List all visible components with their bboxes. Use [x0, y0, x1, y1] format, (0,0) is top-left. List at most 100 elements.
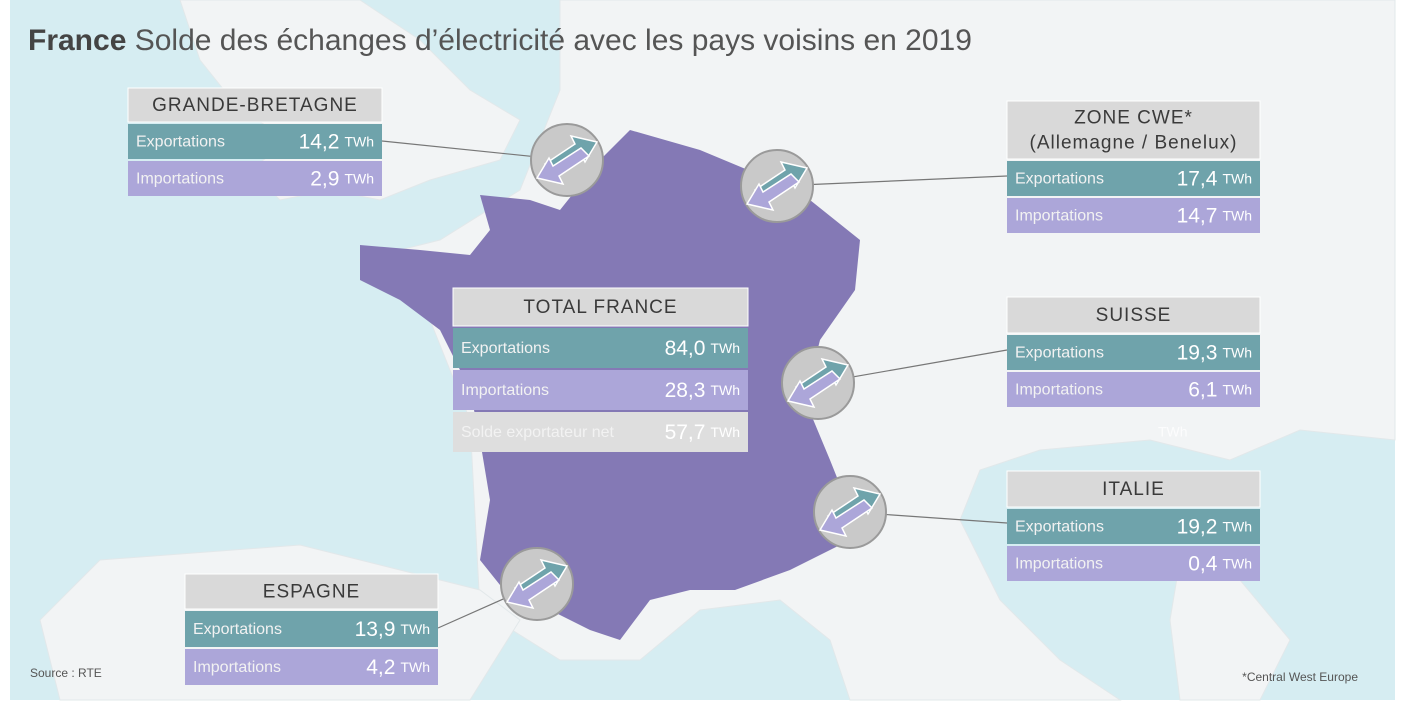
- row-label: Importations: [1015, 556, 1103, 573]
- value-unit: TWh: [710, 424, 740, 440]
- import-arrow: [786, 370, 842, 409]
- value-unit: TWh: [710, 382, 740, 398]
- row-value: 28,3 TWh: [665, 379, 740, 402]
- row-value: 17,4 TWh: [1177, 167, 1252, 190]
- row-label: Importations: [1015, 382, 1103, 399]
- box-title: ITALIE: [1102, 479, 1165, 500]
- box-title: ZONE CWE*: [1074, 107, 1193, 128]
- stray-label: TWh: [1158, 424, 1188, 440]
- exchange-icon: [530, 123, 604, 197]
- value-unit: TWh: [1222, 207, 1252, 223]
- row-background: [1007, 546, 1260, 581]
- row-label: Solde exportateur net: [461, 424, 615, 441]
- import-arrow: [818, 499, 874, 538]
- value-unit: TWh: [1222, 518, 1252, 534]
- row-background: [1007, 161, 1260, 196]
- value-unit: TWh: [344, 133, 374, 149]
- row-label: Exportations: [136, 134, 225, 151]
- value-unit: TWh: [1222, 344, 1252, 360]
- box-title: TOTAL FRANCE: [523, 297, 677, 318]
- exchange-icon: [813, 475, 887, 549]
- row-value: 84,0 TWh: [665, 337, 740, 360]
- value-number: 14,7: [1177, 204, 1218, 227]
- import-arrow: [505, 571, 561, 610]
- row-label: Exportations: [1015, 171, 1104, 188]
- row-value: 6,1 TWh: [1188, 378, 1252, 401]
- box-subtitle: (Allemagne / Benelux): [1030, 132, 1238, 153]
- box-title: GRANDE-BRETAGNE: [152, 95, 358, 116]
- connectors: [381, 123, 1008, 629]
- row-label: Exportations: [193, 621, 282, 638]
- country-box: ESPAGNE Exportations 13,9 TWh Importations 4,…: [184, 573, 439, 685]
- exchange-icon: [500, 547, 574, 621]
- value-number: 2,9: [310, 167, 339, 190]
- row-value: 0,4 TWh: [1188, 552, 1252, 575]
- row-value: 57,7 TWh: [665, 421, 740, 444]
- row-value: 14,2 TWh: [299, 130, 374, 153]
- row-background: [1007, 335, 1260, 370]
- value-number: 17,4: [1177, 167, 1218, 190]
- row-label: Exportations: [1015, 345, 1104, 362]
- box-header: [127, 87, 383, 123]
- value-unit: TWh: [1222, 555, 1252, 571]
- value-unit: TWh: [710, 340, 740, 356]
- value-number: 19,3: [1177, 341, 1218, 364]
- row-background: [453, 328, 748, 368]
- box-header: [452, 287, 749, 327]
- row-value: 14,7 TWh: [1177, 204, 1252, 227]
- box-header: [1006, 296, 1261, 334]
- value-number: 0,4: [1188, 552, 1218, 575]
- row-value: 13,9 TWh: [355, 618, 430, 641]
- value-unit: TWh: [344, 170, 374, 186]
- exchange-icon: [781, 346, 855, 420]
- box-title: ESPAGNE: [263, 582, 360, 603]
- row-label: Exportations: [1015, 519, 1104, 536]
- exchange-icon: [740, 149, 814, 223]
- value-unit: TWh: [1222, 381, 1252, 397]
- row-background: [453, 412, 748, 452]
- row-background: [1007, 198, 1260, 233]
- box-header: [1006, 100, 1261, 160]
- value-number: 13,9: [355, 618, 396, 641]
- row-label: Importations: [461, 382, 549, 399]
- value-unit: TWh: [1222, 170, 1252, 186]
- value-number: 6,1: [1188, 378, 1217, 401]
- footnote: *Central West Europe: [1242, 670, 1358, 684]
- row-background: [1007, 509, 1260, 544]
- value-number: 57,7: [665, 421, 706, 444]
- box-title: SUISSE: [1096, 305, 1172, 326]
- row-background: [453, 370, 748, 410]
- row-background: [128, 124, 382, 159]
- row-label: Importations: [193, 659, 281, 676]
- connector-line: [776, 175, 1008, 187]
- row-value: 19,2 TWh: [1177, 515, 1252, 538]
- box-header: [1006, 470, 1261, 508]
- row-background: [1007, 372, 1260, 407]
- value-number: 4,2: [366, 656, 395, 679]
- import-arrow: [535, 147, 591, 186]
- source: Source : RTE: [30, 666, 102, 680]
- title-text: Solde des échanges d’électricité avec le…: [135, 24, 972, 57]
- row-label: Importations: [1015, 208, 1103, 225]
- import-arrow: [745, 173, 801, 212]
- country-box: ZONE CWE* (Allemagne / Benelux) Exportatio…: [1006, 100, 1261, 233]
- row-background: [128, 161, 382, 196]
- row-value: 19,3 TWh: [1177, 341, 1252, 364]
- value-unit: TWh: [400, 621, 430, 637]
- value-number: 19,2: [1177, 515, 1218, 538]
- row-background: [185, 649, 438, 685]
- row-label: Exportations: [461, 340, 550, 357]
- value-number: 84,0: [665, 337, 706, 360]
- row-value: 2,9 TWh: [310, 167, 374, 190]
- title: France Solde des échanges d’électricité …: [28, 24, 972, 57]
- value-number: 14,2: [299, 130, 340, 153]
- value-number: 28,3: [665, 379, 706, 402]
- title-bold: France: [28, 24, 126, 57]
- box-header: [184, 573, 439, 610]
